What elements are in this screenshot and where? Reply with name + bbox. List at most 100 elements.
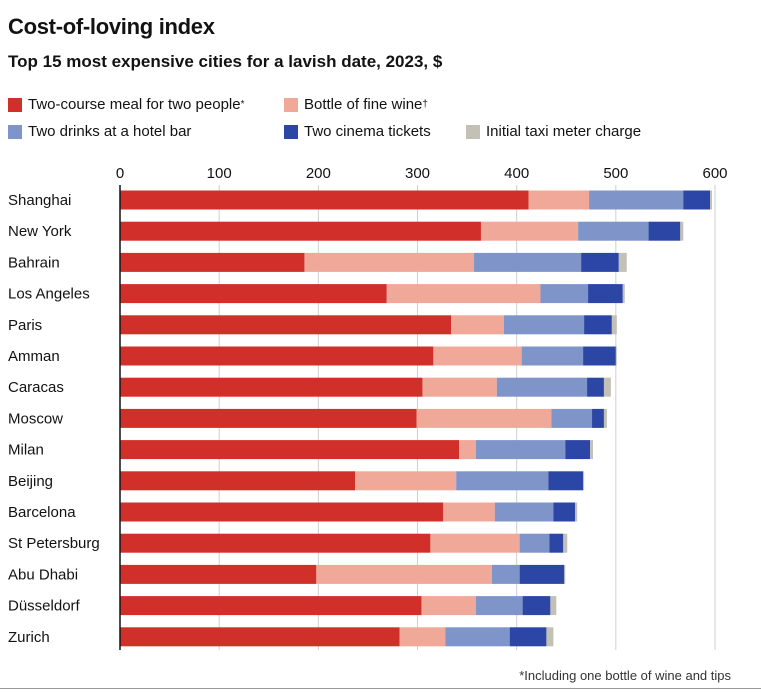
legend-swatch-cinema (284, 124, 298, 139)
category-label: Caracas (8, 379, 64, 396)
bar-segment-meal (120, 471, 356, 491)
legend-swatch-wine (284, 97, 298, 112)
bar-segment-taxi (603, 408, 607, 428)
bar-segment-wine (416, 408, 552, 428)
bar-segment-drinks (494, 502, 554, 522)
x-tick-label: 200 (306, 165, 331, 182)
bar-segment-meal (120, 252, 305, 272)
category-label: Moscow (8, 410, 63, 427)
bar-segment-meal (120, 190, 529, 210)
category-label: Abu Dhabi (8, 566, 78, 583)
bar-segment-cinema (565, 440, 591, 460)
bar-segment-drinks (540, 284, 589, 304)
bar-segment-cinema (587, 377, 604, 397)
bar-segment-wine (459, 440, 477, 460)
category-label: Düsseldorf (8, 598, 81, 615)
bar-segment-drinks (476, 440, 566, 460)
bar-segment-taxi (546, 627, 554, 647)
bar-segment-meal (120, 440, 460, 460)
category-label: St Petersburg (8, 535, 100, 552)
legend-label-meal: Two-course meal for two people (28, 96, 241, 113)
bar-segment-wine (480, 221, 579, 241)
chart-title: Cost-of-loving index (8, 14, 215, 39)
x-tick-label: 0 (116, 165, 124, 182)
chart-subtitle: Top 15 most expensive cities for a lavis… (8, 52, 443, 71)
x-tick-label: 400 (504, 165, 529, 182)
bar-segment-taxi (590, 440, 594, 460)
category-label: Barcelona (8, 504, 76, 521)
legend-item-taxi: Initial taxi meter charge (466, 123, 641, 140)
category-label: New York (8, 223, 72, 240)
bar-segment-drinks (445, 627, 510, 647)
legend-swatch-meal (8, 97, 22, 112)
bar-segment-drinks (521, 346, 584, 366)
bar-segment-cinema (519, 564, 565, 584)
bar-segment-cinema (509, 627, 547, 647)
bar-segment-wine (399, 627, 446, 647)
bar-segment-cinema (588, 284, 623, 304)
category-label: Paris (8, 317, 42, 334)
bar-segment-taxi (603, 377, 611, 397)
bar-segment-drinks (456, 471, 549, 491)
legend-item-meal: Two-course meal for two people * (8, 96, 245, 113)
bar-segment-meal (120, 377, 423, 397)
bar-segment-cinema (584, 315, 612, 335)
bar-segment-wine (528, 190, 590, 210)
bar-segment-wine (316, 564, 492, 584)
bar-segment-meal (120, 315, 452, 335)
bar-segment-wine (355, 471, 457, 491)
bar-segment-drinks (578, 221, 649, 241)
bar-segment-taxi (583, 471, 585, 491)
x-tick-label: 300 (405, 165, 430, 182)
bar-segment-cinema (683, 190, 711, 210)
bar-segment-drinks (491, 564, 520, 584)
bar-segment-wine (422, 377, 497, 397)
category-label: Bahrain (8, 254, 60, 271)
bar-segment-taxi (615, 346, 617, 366)
category-label: Beijing (8, 473, 53, 490)
bar-segment-taxi (622, 284, 625, 304)
bar-segment-cinema (592, 408, 604, 428)
bar-segment-cinema (553, 502, 576, 522)
bar-segment-wine (386, 284, 541, 304)
bar-segment-taxi (618, 252, 627, 272)
bar-segment-meal (120, 564, 317, 584)
bar-segment-meal (120, 221, 481, 241)
legend-marker-wine: † (422, 99, 428, 110)
bar-segment-drinks (519, 533, 550, 553)
category-label: Los Angeles (8, 286, 90, 303)
bar-segment-drinks (503, 315, 585, 335)
category-label: Shanghai (8, 192, 71, 209)
bar-segment-meal (120, 284, 387, 304)
legend-marker-meal: * (240, 99, 245, 110)
legend-label-cinema: Two cinema tickets (304, 123, 431, 140)
legend-item-drinks: Two drinks at a hotel bar (8, 123, 191, 140)
bar-segment-cinema (522, 596, 551, 616)
bar-segment-wine (433, 346, 522, 366)
bar-segment-taxi (710, 190, 713, 210)
bar-segment-cinema (548, 471, 584, 491)
bar-segment-meal (120, 408, 417, 428)
bar-segment-taxi (550, 596, 557, 616)
legend-label-wine: Bottle of fine wine (304, 96, 423, 113)
bar-segment-meal (120, 346, 434, 366)
bar-segment-drinks (474, 252, 582, 272)
bar-segment-wine (451, 315, 504, 335)
bar-segment-drinks (551, 408, 593, 428)
bar-segment-drinks (496, 377, 588, 397)
x-tick-label: 500 (603, 165, 628, 182)
legend-item-wine: Bottle of fine wine † (284, 96, 428, 113)
legend-label-taxi: Initial taxi meter charge (486, 123, 642, 140)
x-tick-label: 100 (207, 165, 232, 182)
bar-segment-meal (120, 627, 400, 647)
bar-segment-wine (443, 502, 495, 522)
legend-label-drinks: Two drinks at a hotel bar (28, 123, 192, 140)
legend-swatch-drinks (8, 124, 22, 139)
category-label: Amman (8, 348, 60, 365)
bar-segment-taxi (564, 564, 566, 584)
bar-segment-taxi (563, 533, 568, 553)
x-tick-label: 600 (702, 165, 727, 182)
bar-segment-taxi (575, 502, 578, 522)
bar-segment-cinema (581, 252, 619, 272)
